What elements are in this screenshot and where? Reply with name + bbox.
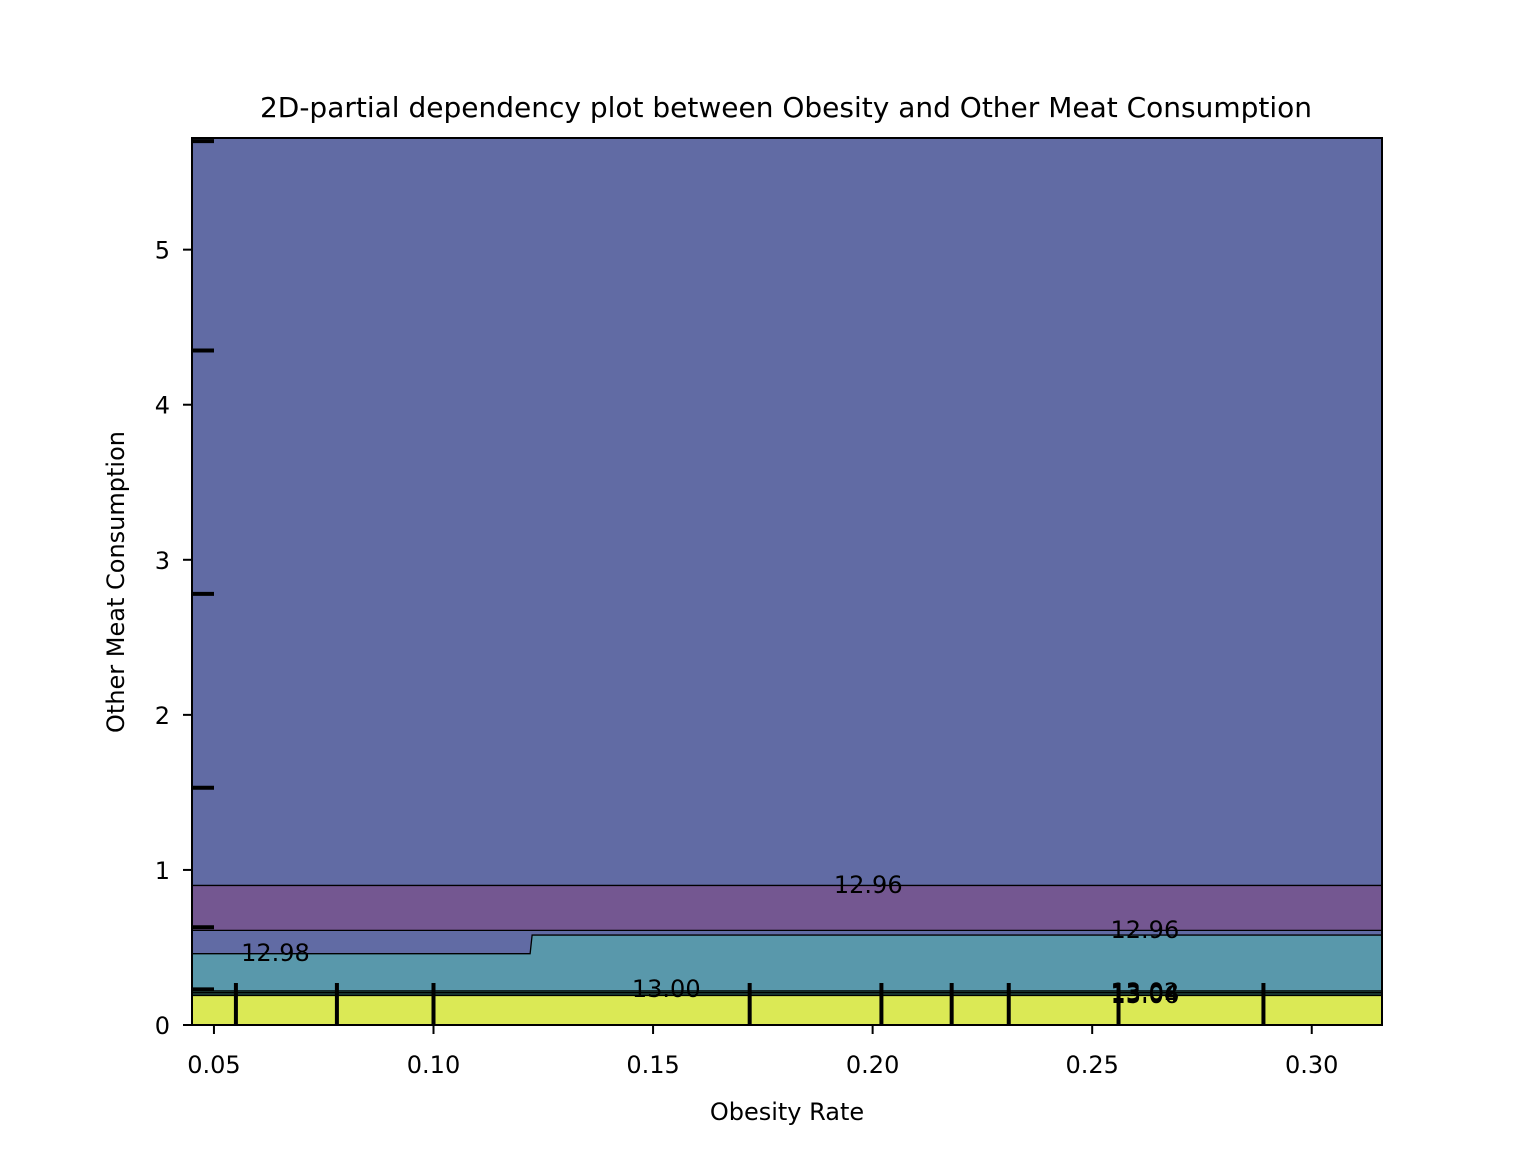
x-tick-label-6: 0.30 xyxy=(1285,1051,1338,1079)
chart-title: 2D-partial dependency plot between Obesi… xyxy=(260,91,1312,124)
contour-band-4 xyxy=(192,930,1382,954)
x-tick-label-1: 0.05 xyxy=(187,1051,240,1079)
y-tick-label-3: 2 xyxy=(155,702,170,730)
contour-line-3 xyxy=(192,934,1382,955)
x-axis-label: Obesity Rate xyxy=(710,1098,864,1126)
contour-band-5 xyxy=(192,885,1382,931)
contour-label-1: 12.96 xyxy=(834,871,903,899)
contour-label-7: 13.06 xyxy=(1111,981,1180,1009)
x-axis: 0.05 0.10 0.15 0.20 0.25 0.30 xyxy=(187,1025,1338,1079)
y-tick-label-1: 0 xyxy=(155,1012,170,1040)
contour-label-3: 12.98 xyxy=(241,939,310,967)
contour-label-6: 13.04 xyxy=(1111,979,1180,1007)
contour-band-3 xyxy=(192,935,1382,991)
contour-label-5: 13.02 xyxy=(1111,978,1180,1006)
y-tick-label-5: 4 xyxy=(155,392,170,420)
contour-label-4: 13.00 xyxy=(632,975,701,1003)
contour-band-1 xyxy=(192,995,1382,1025)
contour-label-2: 12.96 xyxy=(1111,916,1180,944)
y-tick-label-4: 3 xyxy=(155,547,170,575)
y-tick-label-2: 1 xyxy=(155,857,170,885)
x-tick-label-2: 0.10 xyxy=(407,1051,460,1079)
contour-band-6 xyxy=(192,138,1382,886)
x-tick-label-3: 0.15 xyxy=(626,1051,679,1079)
x-tick-label-5: 0.25 xyxy=(1065,1051,1118,1079)
y-tick-label-6: 5 xyxy=(155,237,170,265)
y-axis: 0 1 2 3 4 5 xyxy=(155,237,192,1040)
y-axis-label: Other Meat Consumption xyxy=(102,431,130,733)
plot-frame xyxy=(191,137,1383,1026)
x-tick-label-4: 0.20 xyxy=(846,1051,899,1079)
